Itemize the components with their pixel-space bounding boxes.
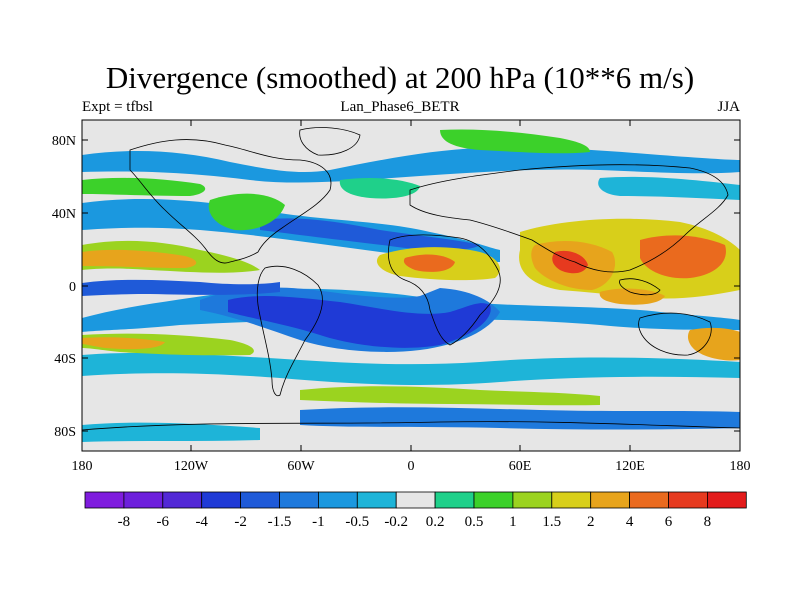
colorbar-label: -1: [312, 514, 325, 530]
x-tick-0: 0: [408, 459, 415, 474]
colorbar-label: 0.5: [465, 514, 484, 530]
colorbar-box: [629, 491, 669, 509]
colorbar-box: [473, 491, 514, 509]
map-title: Divergence (smoothed) at 200 hPa (10**6 …: [105, 60, 695, 95]
colorbar-box: [317, 491, 358, 509]
colorbar-box: [590, 491, 631, 509]
colorbar-box: [201, 491, 241, 509]
x-tick-60e: 60E: [509, 459, 532, 474]
negative-divergence-regions: [82, 147, 740, 442]
colorbar-label: 1.5: [542, 514, 561, 530]
colorbar-box: [162, 491, 203, 509]
convergence-north-atlantic: [260, 218, 480, 251]
maritime-continent-coast: [619, 278, 661, 296]
band-southern-ocean: [300, 386, 600, 406]
colorbar-label: 1: [509, 514, 517, 530]
band-subpolar-north: [82, 147, 740, 183]
colorbar-labels: -8 -6 -4 -2 -1.5 -1 -0.5 -0.2 0.2 0.5 1 1.5 2 4 6 8: [118, 514, 712, 530]
colorbar-box: [434, 491, 475, 509]
positive-divergence-regions: [82, 129, 740, 406]
antarctica-coast: [82, 421, 740, 431]
colorbar-box: [279, 491, 319, 509]
divergence-north-america: [208, 193, 285, 231]
colorbar-label: -0.2: [384, 514, 408, 530]
colorbar-label: 0.2: [426, 514, 445, 530]
case-label: Lan_Phase6_BETR: [340, 99, 460, 115]
colorbar-box: [707, 491, 747, 509]
colorbar-box: [551, 491, 592, 509]
experiment-label: Expt = tfbsl: [82, 99, 153, 115]
divergence-field: [82, 120, 740, 451]
band-antarctic-coast: [300, 407, 740, 430]
divergence-north-pacific: [82, 177, 206, 196]
band-equatorial-pacific: [82, 279, 280, 296]
y-tick-equator: 0: [69, 280, 76, 295]
colorbar-label: 6: [665, 514, 673, 530]
x-tick-120e: 120E: [615, 459, 645, 474]
axis-tick-marks: [82, 120, 740, 451]
season-label: JJA: [717, 99, 740, 115]
colorbar-box: [240, 491, 280, 509]
divergence-western-pacific: [640, 235, 726, 279]
y-tick-80s: 80S: [54, 425, 76, 440]
divergence-arctic: [440, 129, 590, 154]
colorbar-box: [356, 491, 397, 509]
colorbar-label: -0.5: [345, 514, 369, 530]
colorbar-label: -2: [234, 514, 247, 530]
north-america-coast: [129, 139, 332, 264]
band-southern-ross: [82, 422, 260, 442]
y-tick-80n: 80N: [52, 134, 76, 149]
y-tick-40s: 40S: [54, 352, 76, 367]
colorbar-box: [395, 491, 436, 509]
australia-coast: [638, 312, 712, 356]
divergence-maritime-continent: [599, 288, 665, 305]
colorbar-box: [668, 491, 708, 509]
greenland-coast: [299, 127, 361, 156]
colorbar-box: [84, 491, 125, 509]
colorbar-label: -1.5: [268, 514, 292, 530]
colorbar-label: 2: [587, 514, 595, 530]
colorbar: [84, 491, 747, 509]
x-tick-120w: 120W: [174, 459, 209, 474]
x-tick-60w: 60W: [287, 459, 315, 474]
colorbar-box: [123, 491, 164, 509]
band-southern-midlatitudes: [82, 352, 740, 385]
colorbar-label: 8: [704, 514, 712, 530]
colorbar-label: 4: [626, 514, 634, 530]
strong-divergence-south-pacific: [82, 337, 165, 350]
strong-divergence-east-pacific: [82, 249, 197, 268]
eurasia-coast: [409, 164, 729, 273]
colorbar-label: -4: [195, 514, 208, 530]
band-northwest-pacific: [598, 176, 740, 200]
y-tick-40n: 40N: [52, 207, 76, 222]
strong-divergence-west-africa: [403, 254, 455, 272]
south-america-coast: [256, 265, 323, 397]
divergence-north-atlantic-east: [339, 178, 420, 199]
coastlines: [82, 127, 740, 431]
colorbar-box: [512, 491, 553, 509]
x-tick-180-east: 180: [730, 459, 751, 474]
divergence-tasman: [687, 327, 740, 361]
africa-coast: [388, 234, 501, 346]
colorbar-label: -8: [118, 514, 131, 530]
colorbar-label: -6: [157, 514, 170, 530]
x-tick-180-west: 180: [72, 459, 93, 474]
strong-convergence-sam-atl: [228, 296, 491, 348]
